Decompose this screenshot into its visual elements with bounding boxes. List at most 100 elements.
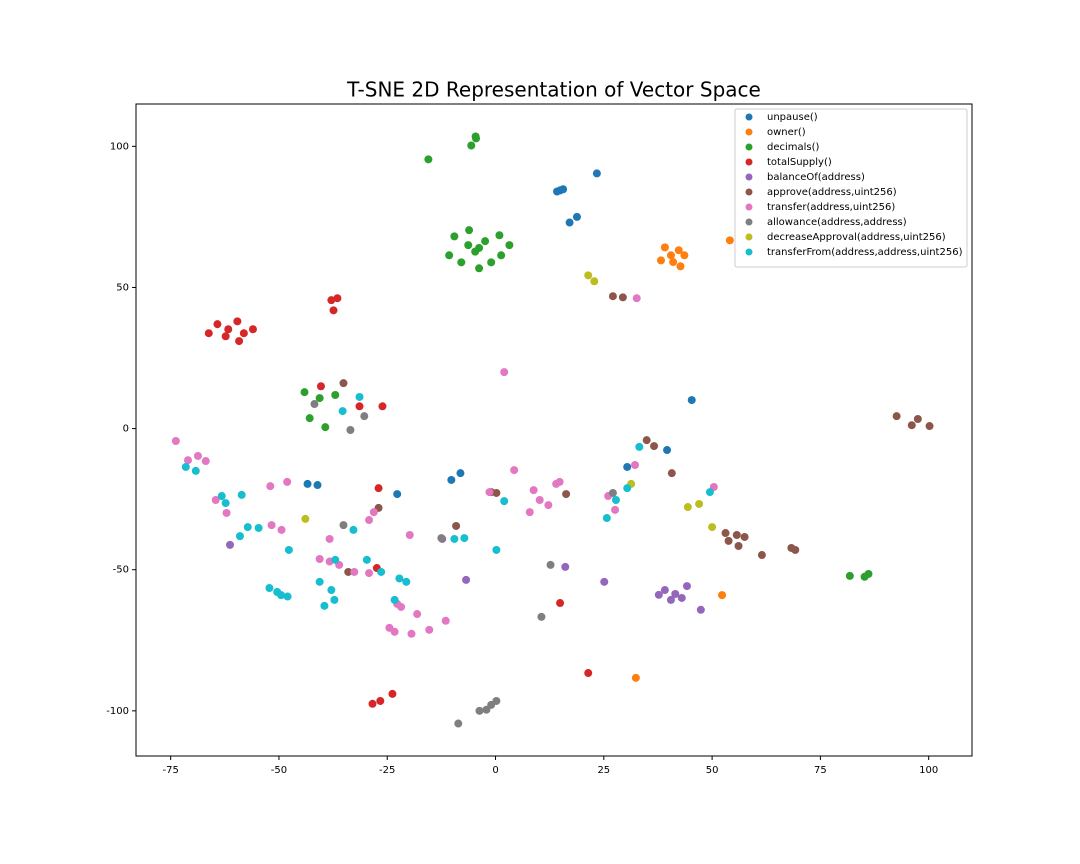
point (329, 306, 338, 315)
point (671, 589, 680, 598)
point (631, 460, 640, 469)
point (660, 586, 669, 595)
x-tick-label: -75 (162, 765, 178, 776)
point (225, 540, 234, 549)
point (377, 567, 386, 576)
point (204, 329, 213, 338)
legend-marker (745, 233, 753, 241)
point (471, 132, 480, 141)
legend-label: totalSupply() (767, 157, 832, 168)
point (390, 627, 399, 636)
legend-marker (745, 158, 753, 166)
point (374, 484, 383, 493)
point (390, 595, 399, 604)
point (191, 466, 200, 475)
point (355, 402, 364, 411)
point (283, 592, 292, 601)
point (327, 586, 336, 595)
point (450, 534, 459, 543)
point (338, 407, 347, 416)
legend-marker (745, 203, 753, 211)
x-tick-label: 100 (919, 765, 938, 776)
point (425, 625, 434, 634)
point (485, 488, 494, 497)
point (254, 523, 263, 532)
point (300, 388, 309, 397)
point (907, 421, 916, 430)
point (687, 396, 696, 405)
point (561, 562, 570, 571)
point (925, 422, 934, 431)
point (388, 689, 397, 698)
legend-label: allowance(address,address) (767, 217, 907, 228)
point (492, 545, 501, 554)
point (407, 629, 416, 638)
legend-marker (745, 128, 753, 136)
point (183, 456, 192, 465)
point (535, 495, 544, 504)
point (618, 293, 627, 302)
legend-label: unpause() (767, 112, 818, 123)
point (325, 534, 334, 543)
point (402, 577, 411, 586)
point (553, 187, 562, 196)
legend-marker (745, 248, 753, 256)
point (445, 251, 454, 260)
point (667, 469, 676, 478)
point (635, 442, 644, 451)
legend-marker (745, 173, 753, 181)
x-tick-label: 25 (597, 765, 610, 776)
point (369, 508, 378, 517)
point (677, 593, 686, 602)
point (460, 534, 469, 543)
y-tick-label: 0 (123, 424, 129, 435)
point (683, 503, 692, 512)
point (475, 264, 484, 273)
legend-label: owner() (767, 127, 806, 138)
point (650, 442, 659, 451)
point (584, 271, 593, 280)
point (845, 571, 854, 580)
point (537, 612, 546, 621)
point (222, 508, 231, 517)
legend-label: balanceOf(address) (767, 172, 865, 183)
point (320, 601, 329, 610)
point (544, 501, 553, 510)
plot-frame (135, 103, 973, 757)
point (611, 495, 620, 504)
point (562, 490, 571, 499)
point (181, 462, 190, 471)
point (740, 532, 749, 541)
point (510, 466, 519, 475)
point (608, 292, 617, 301)
point (680, 251, 689, 260)
point (362, 555, 371, 564)
point (632, 294, 641, 303)
point (315, 394, 324, 403)
point (669, 258, 678, 267)
point (611, 505, 620, 514)
point (623, 484, 632, 493)
point (475, 706, 484, 715)
point (213, 320, 222, 329)
point (584, 669, 593, 678)
point (405, 530, 414, 539)
point (456, 469, 465, 478)
point (734, 542, 743, 551)
point (732, 530, 741, 539)
point (333, 294, 342, 303)
point (316, 382, 325, 391)
point (395, 574, 404, 583)
y-tick-label: -50 (113, 565, 129, 576)
point (676, 262, 685, 271)
chart-title: T-SNE 2D Representation of Vector Space (346, 78, 761, 102)
point (464, 241, 473, 250)
point (467, 141, 476, 150)
point (600, 577, 609, 586)
point (315, 577, 324, 586)
point (666, 595, 675, 604)
point (892, 412, 901, 421)
point (457, 258, 466, 267)
point (556, 599, 565, 608)
point (590, 277, 599, 286)
